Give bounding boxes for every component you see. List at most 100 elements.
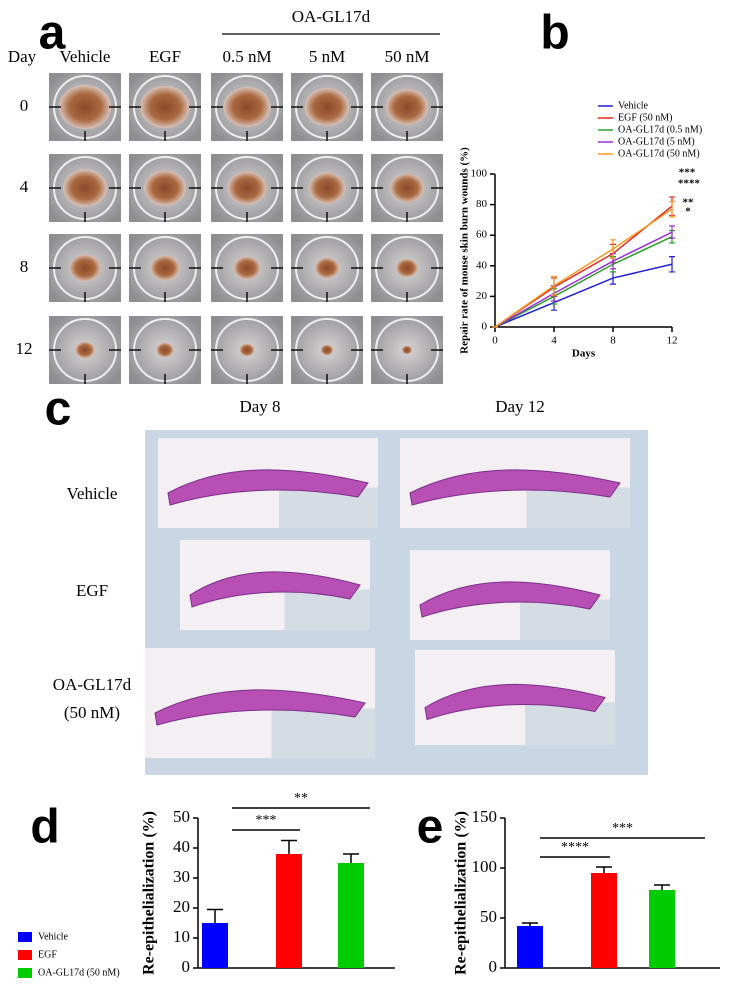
- error-bar: [596, 866, 612, 873]
- wound: [385, 88, 429, 126]
- y-tick-label: 150: [472, 807, 498, 826]
- legend-swatch: [18, 932, 32, 942]
- legend-label: OA-GL17d (5 nM): [618, 136, 695, 147]
- tissue-section: [154, 689, 366, 726]
- wound: [75, 341, 95, 359]
- wound: [227, 171, 267, 205]
- day-label: 0: [20, 96, 29, 115]
- y-tick-label: 0: [489, 957, 498, 976]
- y-tick-label: 40: [476, 259, 488, 271]
- x-tick-label: 0: [492, 335, 498, 347]
- error-bar: [610, 239, 616, 259]
- wound: [150, 255, 180, 281]
- error-bar: [551, 275, 557, 296]
- day-header: Day: [8, 47, 37, 66]
- legend-swatch: [18, 950, 32, 960]
- series-line: [494, 236, 673, 328]
- significance-label: **: [294, 791, 308, 806]
- bar: [276, 854, 302, 968]
- column-label: 50 nM: [385, 47, 430, 66]
- column-label: Day 8: [239, 397, 280, 416]
- wound: [320, 344, 334, 356]
- y-tick-label: 50: [480, 907, 497, 926]
- wound: [239, 343, 255, 357]
- row-label: OA-GL17d: [53, 675, 132, 694]
- y-tick-label: 0: [482, 321, 488, 333]
- legend-label: OA-GL17d (50 nM): [38, 967, 120, 978]
- error-bar: [281, 839, 297, 854]
- wound: [401, 345, 413, 355]
- legend-label: EGF: [38, 949, 57, 960]
- significance-label: *: [685, 206, 691, 218]
- column-label: 0.5 nM: [222, 47, 271, 66]
- y-tick-label: 10: [173, 927, 190, 946]
- significance-label: ***: [679, 167, 696, 179]
- panel-label: c: [45, 383, 72, 436]
- legend-label: Vehicle: [38, 931, 69, 942]
- y-tick-label: 60: [476, 229, 488, 241]
- error-bar: [343, 853, 359, 863]
- x-axis-label: Days: [572, 348, 596, 360]
- wound: [304, 87, 350, 127]
- y-tick-label: 100: [471, 168, 488, 180]
- y-tick-label: 50: [173, 807, 190, 826]
- histology-tile: [284, 589, 370, 630]
- panel-label: d: [30, 801, 59, 854]
- wound: [140, 85, 190, 129]
- wound: [233, 256, 261, 280]
- tissue-section: [409, 469, 621, 506]
- bar: [591, 873, 617, 968]
- series-line: [494, 263, 673, 328]
- row-label: (50 nM): [64, 703, 120, 722]
- y-axis-label: Re-epithelialization (%): [453, 811, 470, 975]
- wound: [389, 173, 425, 203]
- y-tick-label: 30: [173, 867, 190, 886]
- significance-label: ****: [678, 178, 701, 190]
- wound: [395, 258, 419, 278]
- series-line: [494, 231, 673, 328]
- wound: [308, 172, 346, 204]
- error-bar: [669, 256, 675, 273]
- wound: [59, 84, 111, 130]
- wound: [144, 170, 186, 206]
- day-label: 8: [20, 257, 29, 276]
- column-label: Day 12: [495, 397, 545, 416]
- panel-label: e: [417, 801, 444, 854]
- x-tick-label: 12: [667, 335, 678, 347]
- column-label: 5 nM: [309, 47, 345, 66]
- tissue-section: [424, 683, 606, 721]
- bar: [202, 923, 228, 968]
- bar: [517, 926, 543, 968]
- wound: [63, 169, 107, 207]
- error-bar: [669, 225, 675, 239]
- row-label: Vehicle: [67, 484, 118, 503]
- y-tick-label: 80: [476, 198, 488, 210]
- y-axis-label: Repair rate of mouse skin burn wounds (%…: [459, 147, 471, 354]
- y-axis-label: Re-epithelialization (%): [141, 811, 158, 975]
- significance-label: ***: [612, 821, 633, 836]
- legend-label: EGF (50 nM): [618, 112, 672, 123]
- x-tick-label: 8: [610, 335, 616, 347]
- error-bar: [654, 884, 670, 890]
- wound: [223, 86, 271, 128]
- histology-tile: [279, 487, 378, 528]
- error-bar: [207, 908, 223, 923]
- x-tick-label: 4: [551, 335, 557, 347]
- significance-label: ***: [256, 813, 277, 828]
- wound: [69, 254, 101, 282]
- group-label: OA-GL17d: [292, 7, 371, 26]
- day-label: 4: [20, 177, 29, 196]
- panel-label: a: [39, 7, 66, 60]
- column-label: EGF: [149, 47, 181, 66]
- panel-label: b: [540, 7, 569, 60]
- legend-label: Vehicle: [618, 100, 649, 111]
- error-bar: [669, 200, 675, 218]
- legend-swatch: [18, 968, 32, 978]
- y-tick-label: 20: [476, 290, 488, 302]
- y-tick-label: 100: [472, 857, 498, 876]
- y-tick-label: 20: [173, 897, 190, 916]
- tissue-section: [167, 469, 369, 506]
- histology-tile: [520, 599, 610, 640]
- tissue-section: [189, 571, 361, 608]
- column-label: Vehicle: [60, 47, 111, 66]
